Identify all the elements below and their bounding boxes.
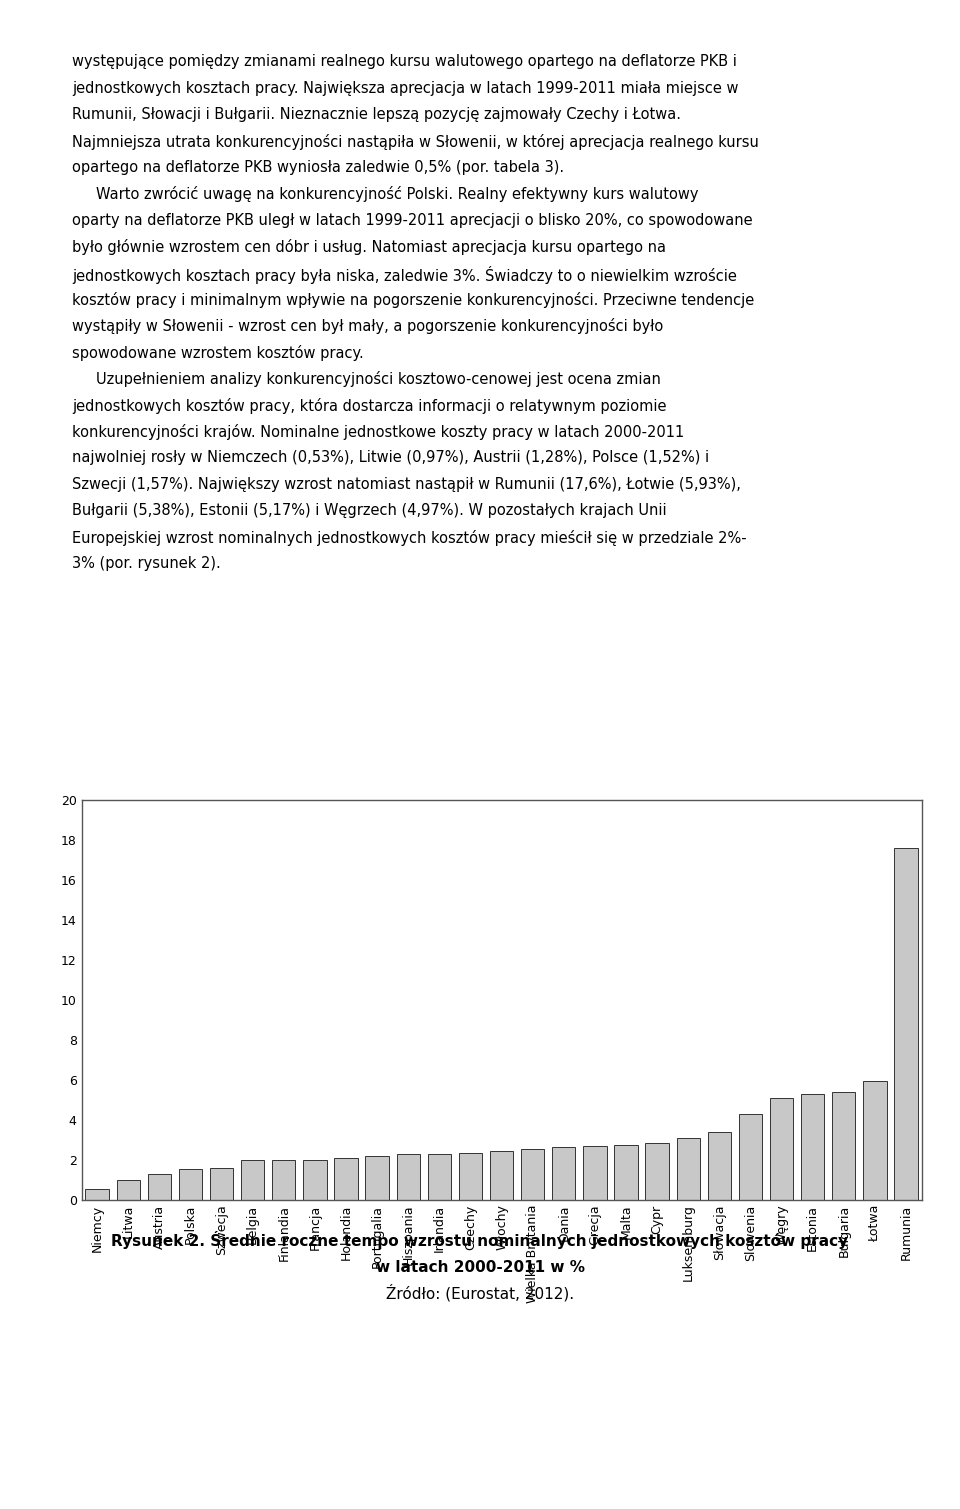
Text: Warto zwrócić uwagę na konkurencyjność Polski. Realny efektywny kurs walutowy: Warto zwrócić uwagę na konkurencyjność P… — [96, 186, 699, 202]
Text: 3% (por. rysunek 2).: 3% (por. rysunek 2). — [72, 557, 221, 570]
Text: Europejskiej wzrost nominalnych jednostkowych kosztów pracy mieścił się w przedz: Europejskiej wzrost nominalnych jednostk… — [72, 530, 747, 546]
Bar — [366, 1156, 389, 1200]
Text: Uzupełnieniem analizy konkurencyjności kosztowo-cenowej jest ocena zmian: Uzupełnieniem analizy konkurencyjności k… — [96, 371, 660, 388]
Text: było głównie wzrostem cen dóbr i usług. Natomiast aprecjacja kursu opartego na: było głównie wzrostem cen dóbr i usług. … — [72, 238, 666, 255]
Bar — [459, 1153, 482, 1200]
Bar — [739, 1114, 762, 1200]
Text: wystąpiły w Słowenii - wzrost cen był mały, a pogorszenie konkurencyjności było: wystąpiły w Słowenii - wzrost cen był ma… — [72, 318, 663, 335]
Bar — [895, 848, 918, 1200]
Text: spowodowane wzrostem kosztów pracy.: spowodowane wzrostem kosztów pracy. — [72, 346, 364, 361]
Text: jednostkowych kosztach pracy była niska, zaledwie 3%. Świadczy to o niewielkim w: jednostkowych kosztach pracy była niska,… — [72, 266, 737, 284]
Bar — [490, 1151, 514, 1200]
Text: jednostkowych kosztów pracy, która dostarcza informacji o relatywnym poziomie: jednostkowych kosztów pracy, która dosta… — [72, 398, 666, 413]
Text: konkurencyjności krajów. Nominalne jednostkowe koszty pracy w latach 2000-2011: konkurencyjności krajów. Nominalne jedno… — [72, 424, 684, 441]
Bar — [396, 1154, 420, 1200]
Bar — [116, 1180, 140, 1200]
Bar — [832, 1093, 855, 1200]
Text: Szwecji (1,57%). Największy wzrost natomiast nastąpił w Rumunii (17,6%), Łotwie : Szwecji (1,57%). Największy wzrost natom… — [72, 477, 741, 492]
Bar — [863, 1080, 887, 1200]
Text: kosztów pracy i minimalnym wpływie na pogorszenie konkurencyjności. Przeciwne te: kosztów pracy i minimalnym wpływie na po… — [72, 293, 755, 308]
Bar — [645, 1142, 669, 1200]
Bar — [210, 1168, 233, 1200]
Text: opartego na deflatorze PKB wyniosła zaledwie 0,5% (por. tabela 3).: opartego na deflatorze PKB wyniosła zale… — [72, 160, 564, 175]
Bar — [179, 1169, 203, 1200]
Bar — [303, 1159, 326, 1200]
Bar — [148, 1174, 171, 1200]
Bar — [677, 1138, 700, 1200]
Text: jednostkowych kosztach pracy. Największa aprecjacja w latach 1999-2011 miała mie: jednostkowych kosztach pracy. Największa… — [72, 81, 738, 95]
Text: Bułgarii (5,38%), Estonii (5,17%) i Węgrzech (4,97%). W pozostałych krajach Unii: Bułgarii (5,38%), Estonii (5,17%) i Węgr… — [72, 504, 666, 518]
Bar — [334, 1157, 358, 1200]
Bar — [584, 1145, 607, 1200]
Bar — [552, 1147, 575, 1200]
Text: Rysunek 2. Średnie roczne tempo wzrostu nominalnych jednostkowych kosztów pracy: Rysunek 2. Średnie roczne tempo wzrostu … — [111, 1231, 849, 1249]
Bar — [708, 1132, 732, 1200]
Bar — [85, 1189, 108, 1200]
Text: występujące pomiędzy zmianami realnego kursu walutowego opartego na deflatorze P: występujące pomiędzy zmianami realnego k… — [72, 54, 737, 69]
Bar — [241, 1159, 264, 1200]
Text: Najmniejsza utrata konkurencyjności nastąpiła w Słowenii, w której aprecjacja re: Najmniejsza utrata konkurencyjności nast… — [72, 133, 758, 149]
Text: Rumunii, Słowacji i Bułgarii. Nieznacznie lepszą pozycję zajmowały Czechy i Łotw: Rumunii, Słowacji i Bułgarii. Nieznaczni… — [72, 107, 681, 122]
Text: oparty na deflatorze PKB uległ w latach 1999-2011 aprecjacji o blisko 20%, co sp: oparty na deflatorze PKB uległ w latach … — [72, 213, 753, 228]
Text: najwolniej rosły w Niemczech (0,53%), Litwie (0,97%), Austrii (1,28%), Polsce (1: najwolniej rosły w Niemczech (0,53%), Li… — [72, 450, 709, 465]
Bar — [770, 1097, 793, 1200]
Text: Źródło: (Eurostat, 2012).: Źródło: (Eurostat, 2012). — [386, 1284, 574, 1302]
Text: w latach 2000-2011 w %: w latach 2000-2011 w % — [375, 1260, 585, 1275]
Bar — [428, 1154, 451, 1200]
Bar — [521, 1148, 544, 1200]
Bar — [801, 1094, 825, 1200]
Bar — [614, 1145, 637, 1200]
Bar — [272, 1159, 296, 1200]
